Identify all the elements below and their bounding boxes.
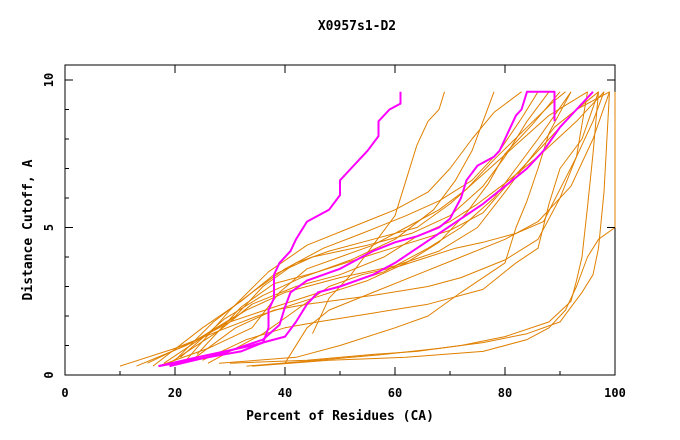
y-axis-label: Distance Cutoff, A: [21, 159, 36, 300]
highlight-series-line-21: [158, 91, 402, 368]
background-series-group: [119, 91, 616, 367]
background-series-line-2: [136, 91, 572, 367]
y-tick-label: 0: [42, 371, 56, 378]
background-series-line-19: [158, 91, 566, 367]
background-series-line-5: [152, 91, 550, 367]
highlight-series-line-22: [169, 90, 556, 368]
x-tick-label: 60: [388, 386, 402, 400]
background-series-line-17: [251, 91, 616, 367]
background-series-line-18: [207, 91, 605, 364]
background-series-line-6: [174, 91, 539, 361]
background-series-line-9: [180, 91, 495, 358]
background-series-line-12: [284, 91, 610, 364]
x-tick-label: 40: [278, 386, 292, 400]
highlight-series-group: [158, 90, 594, 368]
background-series-line-11: [191, 91, 588, 361]
background-series-line-1: [119, 91, 561, 367]
background-series-line-16: [246, 91, 610, 367]
plot-area: 0 20 40 60 80 100 0 5 10: [42, 64, 626, 400]
y-tick-label: 5: [42, 224, 56, 231]
x-tick-label: 80: [498, 386, 512, 400]
background-series-line-3: [147, 91, 588, 364]
x-tick-label: 20: [168, 386, 182, 400]
background-series-line-13: [202, 91, 599, 361]
x-tick-label: 100: [604, 386, 626, 400]
background-series-line-15: [229, 91, 599, 364]
x-axis-label: Percent of Residues (CA): [246, 409, 434, 424]
highlight-series-line-23: [158, 91, 594, 368]
x-tick-label: 0: [61, 386, 68, 400]
background-series-line-14: [218, 91, 572, 364]
y-axis-ticks: 0 5 10: [42, 73, 615, 379]
background-series-line-10: [196, 91, 610, 355]
y-tick-label: 10: [42, 73, 56, 87]
x-axis-ticks: 0 20 40 60 80 100: [61, 65, 626, 400]
chart-title: X0957s1-D2: [318, 19, 396, 34]
plot-frame: [64, 64, 616, 376]
